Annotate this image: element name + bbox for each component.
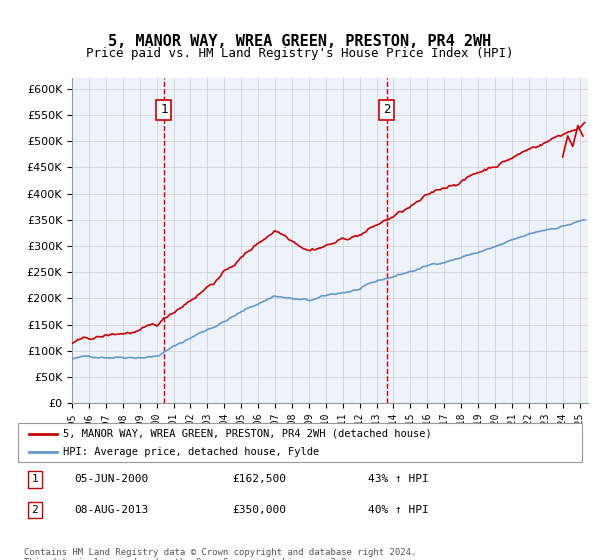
Text: 43% ↑ HPI: 43% ↑ HPI bbox=[368, 474, 428, 484]
Text: 1: 1 bbox=[160, 104, 167, 116]
Text: 08-AUG-2013: 08-AUG-2013 bbox=[74, 505, 149, 515]
Text: 40% ↑ HPI: 40% ↑ HPI bbox=[368, 505, 428, 515]
Text: 2: 2 bbox=[383, 104, 391, 116]
Text: 05-JUN-2000: 05-JUN-2000 bbox=[74, 474, 149, 484]
Text: 5, MANOR WAY, WREA GREEN, PRESTON, PR4 2WH (detached house): 5, MANOR WAY, WREA GREEN, PRESTON, PR4 2… bbox=[63, 429, 432, 439]
FancyBboxPatch shape bbox=[18, 423, 582, 462]
Text: 2: 2 bbox=[32, 505, 38, 515]
Text: 5, MANOR WAY, WREA GREEN, PRESTON, PR4 2WH: 5, MANOR WAY, WREA GREEN, PRESTON, PR4 2… bbox=[109, 35, 491, 49]
Text: Price paid vs. HM Land Registry's House Price Index (HPI): Price paid vs. HM Land Registry's House … bbox=[86, 46, 514, 60]
Text: £350,000: £350,000 bbox=[232, 505, 286, 515]
Text: HPI: Average price, detached house, Fylde: HPI: Average price, detached house, Fyld… bbox=[63, 447, 319, 457]
Text: £162,500: £162,500 bbox=[232, 474, 286, 484]
Text: 1: 1 bbox=[32, 474, 38, 484]
Text: Contains HM Land Registry data © Crown copyright and database right 2024.
This d: Contains HM Land Registry data © Crown c… bbox=[24, 548, 416, 560]
